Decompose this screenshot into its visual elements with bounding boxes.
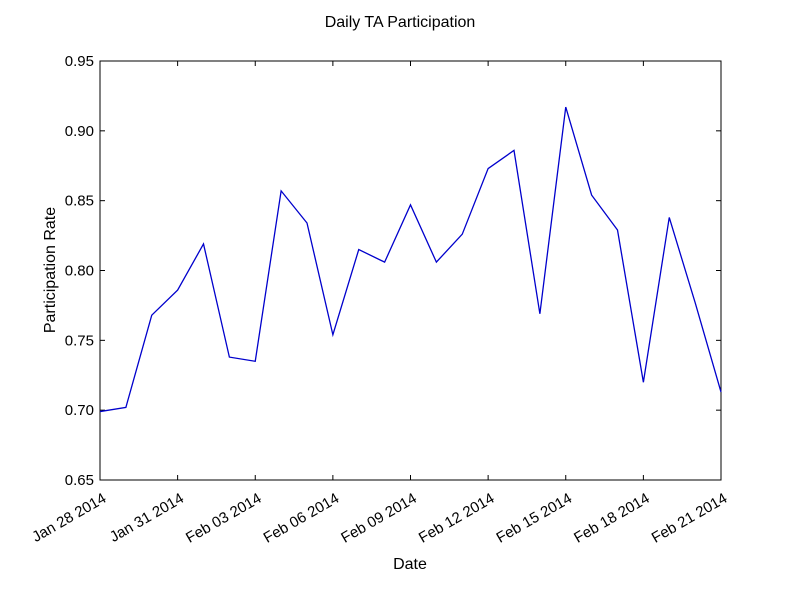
y-tick-label: 0.80 bbox=[65, 263, 94, 280]
x-tick-label: Feb 21 2014 bbox=[649, 490, 730, 547]
y-tick-label: 0.90 bbox=[65, 123, 94, 140]
y-tick-label: 0.85 bbox=[65, 193, 94, 210]
series-line bbox=[99, 106, 722, 413]
x-tick-label: Jan 31 2014 bbox=[107, 490, 187, 546]
x-tick-label: Feb 12 2014 bbox=[416, 490, 497, 547]
y-tick-label: 0.70 bbox=[65, 402, 94, 419]
x-tick-label: Feb 15 2014 bbox=[494, 490, 575, 547]
x-tick-label: Feb 09 2014 bbox=[338, 490, 419, 547]
x-tick-label: Feb 06 2014 bbox=[261, 490, 342, 547]
y-axis-title: Participation Rate bbox=[42, 207, 59, 333]
y-axis: 0.65 0.70 0.75 0.80 0.85 0.90 0.95 bbox=[65, 53, 721, 489]
x-tick-label: Feb 18 2014 bbox=[571, 490, 652, 547]
y-tick-label: 0.95 bbox=[65, 53, 94, 70]
y-tick-label: 0.65 bbox=[65, 472, 94, 489]
chart-title: Daily TA Participation bbox=[325, 14, 476, 31]
y-tick-label: 0.75 bbox=[65, 332, 94, 349]
plot-area bbox=[99, 60, 722, 481]
x-tick-label: Feb 03 2014 bbox=[183, 490, 264, 547]
x-tick-label: Jan 28 2014 bbox=[29, 490, 109, 546]
x-axis-title: Date bbox=[393, 556, 427, 573]
